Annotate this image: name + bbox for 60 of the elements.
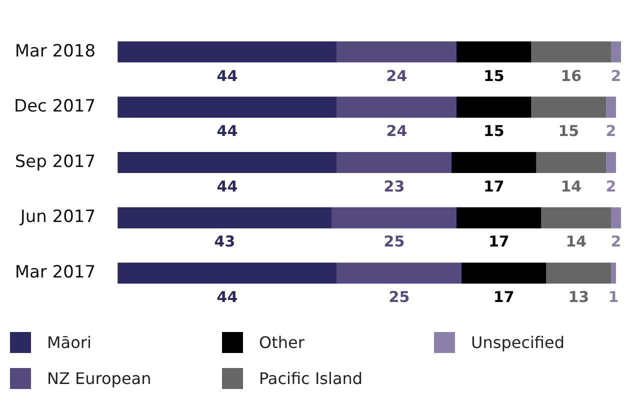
y-tick-label: Mar 2017 bbox=[14, 262, 96, 283]
bar bbox=[531, 96, 606, 118]
data-label: 44 bbox=[216, 122, 238, 140]
bar bbox=[118, 96, 337, 118]
bar bbox=[456, 96, 532, 118]
bar bbox=[118, 262, 337, 284]
data-label: 16 bbox=[560, 66, 582, 85]
data-label: 13 bbox=[568, 288, 590, 306]
data-label: 2 bbox=[610, 66, 622, 85]
data-label: 15 bbox=[483, 122, 504, 140]
y-tick-label: Sep 2017 bbox=[14, 152, 96, 172]
data-label: 44 bbox=[216, 177, 238, 196]
bar bbox=[606, 152, 616, 174]
bar bbox=[611, 207, 621, 228]
bar bbox=[456, 207, 542, 228]
data-label: 14 bbox=[566, 232, 587, 251]
data-label: 25 bbox=[388, 288, 410, 306]
bar bbox=[531, 41, 612, 62]
bar bbox=[118, 152, 337, 174]
bar bbox=[332, 207, 457, 228]
legend-label: NZ European bbox=[47, 368, 152, 388]
bar bbox=[541, 207, 612, 228]
bar bbox=[336, 152, 452, 174]
data-label: 24 bbox=[386, 66, 408, 85]
data-label: 44 bbox=[216, 288, 238, 306]
y-tick-label: Jun 2017 bbox=[19, 207, 96, 228]
data-label: 17 bbox=[493, 288, 514, 306]
bar bbox=[461, 262, 546, 284]
data-label: 17 bbox=[488, 232, 510, 251]
bar bbox=[336, 41, 457, 62]
legend-label: Pacific Island bbox=[259, 368, 363, 388]
data-label: 2 bbox=[606, 177, 616, 196]
bar bbox=[611, 262, 616, 284]
legend-label: Māori bbox=[47, 332, 92, 352]
bar bbox=[336, 262, 462, 284]
bar bbox=[546, 262, 612, 284]
legend-label: Unspecified bbox=[471, 332, 565, 352]
bar bbox=[118, 207, 332, 228]
bar bbox=[452, 152, 536, 174]
data-label: 15 bbox=[558, 122, 580, 140]
data-label: 14 bbox=[560, 177, 582, 196]
bar bbox=[118, 41, 337, 62]
data-label: 2 bbox=[610, 232, 622, 251]
data-label: 25 bbox=[384, 232, 405, 251]
data-label: 15 bbox=[483, 66, 504, 85]
data-label: 17 bbox=[483, 177, 504, 196]
bar bbox=[606, 96, 616, 118]
bar bbox=[456, 41, 532, 62]
data-label: 43 bbox=[214, 232, 236, 251]
data-label: 44 bbox=[216, 66, 238, 85]
legend-label: Other bbox=[259, 332, 304, 352]
data-label: 24 bbox=[386, 122, 408, 140]
data-label: 1 bbox=[608, 288, 619, 306]
bar bbox=[336, 96, 457, 118]
y-tick-label: Dec 2017 bbox=[14, 96, 96, 117]
bar bbox=[611, 41, 621, 62]
data-label: 23 bbox=[384, 177, 405, 196]
data-label: 2 bbox=[606, 122, 616, 140]
y-tick-label: Mar 2018 bbox=[14, 41, 96, 62]
bar bbox=[536, 152, 606, 174]
